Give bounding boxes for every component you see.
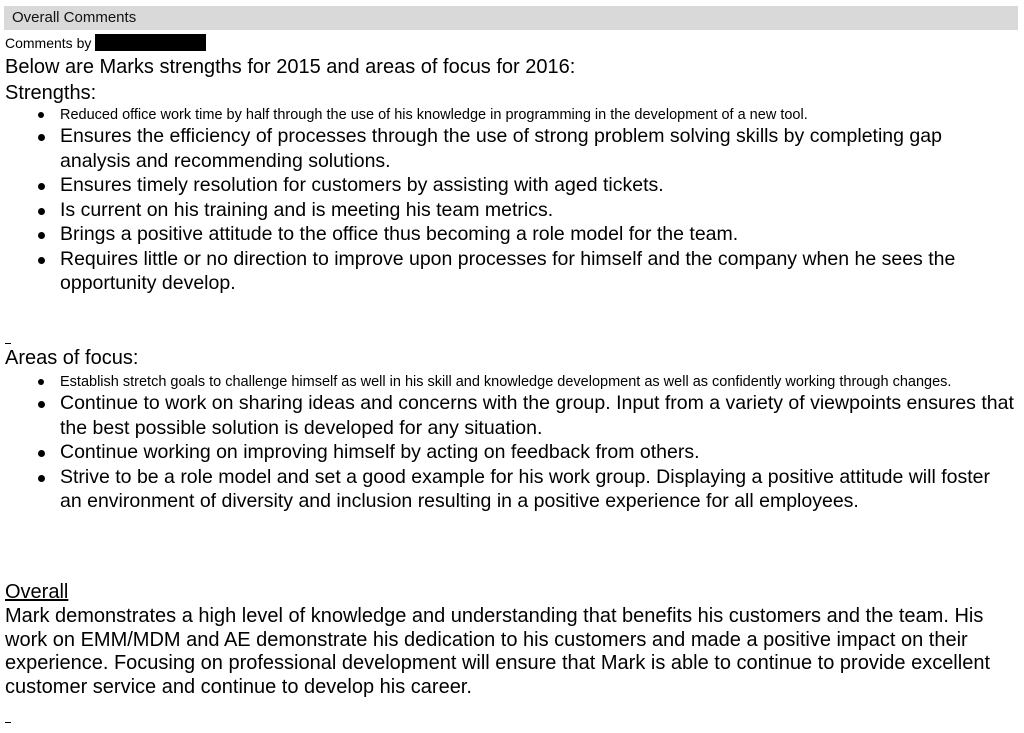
list-item: Continue to work on sharing ideas and co… <box>0 391 1020 440</box>
focus-heading: Areas of focus: <box>5 347 139 369</box>
list-item: Requires little or no direction to impro… <box>0 247 1020 296</box>
comments-by-label: Comments by <box>5 35 92 51</box>
list-item: Ensures the efficiency of processes thro… <box>0 124 1020 173</box>
strengths-list: Reduced office work time by half through… <box>0 106 1020 296</box>
list-item: Ensures timely resolution for customers … <box>0 173 1020 198</box>
paragraph-mark <box>5 722 11 723</box>
section-title: Overall Comments <box>12 9 137 26</box>
list-item: Continue working on improving himself by… <box>0 440 1020 465</box>
bullet-icon <box>38 256 45 264</box>
comments-by-line: Comments by <box>5 34 207 52</box>
list-item: Reduced office work time by half through… <box>0 106 1020 124</box>
bullet-icon <box>38 379 44 385</box>
list-item-text: Reduced office work time by half through… <box>60 107 808 123</box>
bullet-icon <box>38 183 45 190</box>
list-item-text: Strive to be a role model and set a good… <box>60 465 990 513</box>
list-item-text: Brings a positive attitude to the office… <box>60 223 739 245</box>
list-item-text: Establish stretch goals to challenge him… <box>60 374 952 390</box>
paragraph-mark <box>5 343 11 344</box>
list-item: Strive to be a role model and set a good… <box>0 465 1020 514</box>
bullet-icon <box>38 450 45 457</box>
list-item-text: Continue to work on sharing ideas and co… <box>60 392 1014 439</box>
list-item: Establish stretch goals to challenge him… <box>0 373 1020 391</box>
overall-heading: Overall <box>5 581 69 603</box>
bullet-icon <box>38 401 45 408</box>
list-item-text: Requires little or no direction to impro… <box>60 247 956 295</box>
list-item-text: Ensures timely resolution for customers … <box>60 174 664 196</box>
bullet-icon <box>38 112 44 118</box>
strengths-heading: Strengths: <box>5 82 97 104</box>
list-item-text: Is current on his training and is meetin… <box>60 198 554 221</box>
list-item-text: Ensures the efficiency of processes thro… <box>60 125 942 172</box>
bullet-icon <box>38 207 45 215</box>
list-item: Brings a positive attitude to the office… <box>0 222 1020 247</box>
focus-list: Establish stretch goals to challenge him… <box>0 373 1020 514</box>
list-item: Is current on his training and is meetin… <box>0 198 1020 223</box>
section-header: Overall Comments <box>4 6 1018 30</box>
bullet-icon <box>38 232 45 239</box>
bullet-icon <box>38 134 45 141</box>
bullet-icon <box>38 474 45 482</box>
list-item-text: Continue working on improving himself by… <box>60 441 700 463</box>
redacted-name-block <box>95 34 207 51</box>
intro-sentence: Below are Marks strengths for 2015 and a… <box>5 56 576 78</box>
overall-paragraph: Mark demonstrates a high level of knowle… <box>5 605 990 698</box>
